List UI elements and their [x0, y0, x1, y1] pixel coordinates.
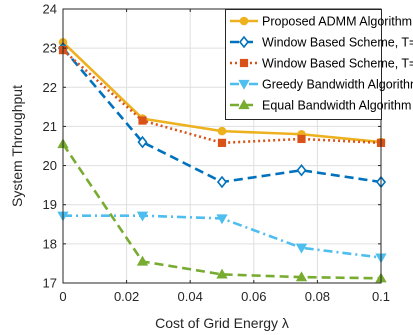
series-line	[61, 143, 382, 280]
y-tick-label: 20	[43, 158, 57, 173]
y-axis-label: System Throughput	[9, 85, 25, 207]
x-axis-label: Cost of Grid Energy λ	[155, 315, 289, 331]
y-tick-label: 23	[43, 41, 57, 56]
legend-label: Window Based Scheme, T=0	[262, 36, 413, 50]
legend-item: Window Based Scheme, T=1	[230, 57, 413, 71]
x-tick-label: 0.08	[305, 289, 330, 304]
data-point	[136, 255, 149, 266]
y-tick-label: 22	[43, 80, 57, 95]
series-4	[57, 211, 387, 264]
legend-label: Greedy Bandwidth Algorithm	[262, 78, 413, 92]
legend-box	[225, 9, 382, 120]
legend: Proposed ADMM Algorithm Window Based Sche…	[225, 9, 413, 120]
data-point	[138, 116, 147, 125]
data-point	[216, 268, 228, 279]
x-tick-label: 0.02	[114, 289, 139, 304]
x-tick-label: 0.06	[241, 289, 266, 304]
legend-marker	[238, 99, 250, 110]
legend-label: Window Based Scheme, T=1	[262, 57, 413, 71]
data-point	[295, 271, 308, 282]
x-tick-label: 0.04	[178, 289, 203, 304]
x-tick-label: 0	[59, 289, 66, 304]
y-tick-label: 19	[43, 197, 57, 212]
legend-marker	[238, 79, 250, 90]
data-point	[297, 134, 306, 144]
data-point	[137, 135, 148, 149]
y-tick-label: 21	[43, 119, 57, 134]
data-point	[216, 214, 228, 225]
series-line	[62, 49, 382, 145]
data-point	[295, 243, 308, 254]
data-point	[136, 211, 149, 222]
data-point	[217, 126, 227, 136]
series-layer	[57, 37, 387, 283]
legend-item: Equal Bandwidth Algorithm	[230, 99, 411, 113]
legend-label: Proposed ADMM Algorithm	[262, 15, 412, 29]
legend-item: Proposed ADMM Algorithm	[230, 15, 412, 29]
legend-item: Window Based Scheme, T=0	[230, 36, 413, 50]
legend-marker	[239, 16, 249, 26]
legend-item: Greedy Bandwidth Algorithm	[230, 78, 413, 92]
y-tick-label: 18	[43, 236, 57, 251]
legend-label: Equal Bandwidth Algorithm	[262, 99, 411, 113]
legend-marker	[238, 35, 250, 49]
y-tick-label: 24	[43, 2, 57, 17]
plot-frame	[62, 8, 382, 284]
data-point	[216, 175, 228, 189]
data-point	[217, 138, 227, 147]
series-5	[57, 138, 387, 283]
legend-marker	[239, 58, 249, 68]
data-point	[296, 163, 307, 177]
x-tick-label: 0.1	[372, 289, 390, 304]
y-tick-label: 17	[43, 276, 57, 291]
